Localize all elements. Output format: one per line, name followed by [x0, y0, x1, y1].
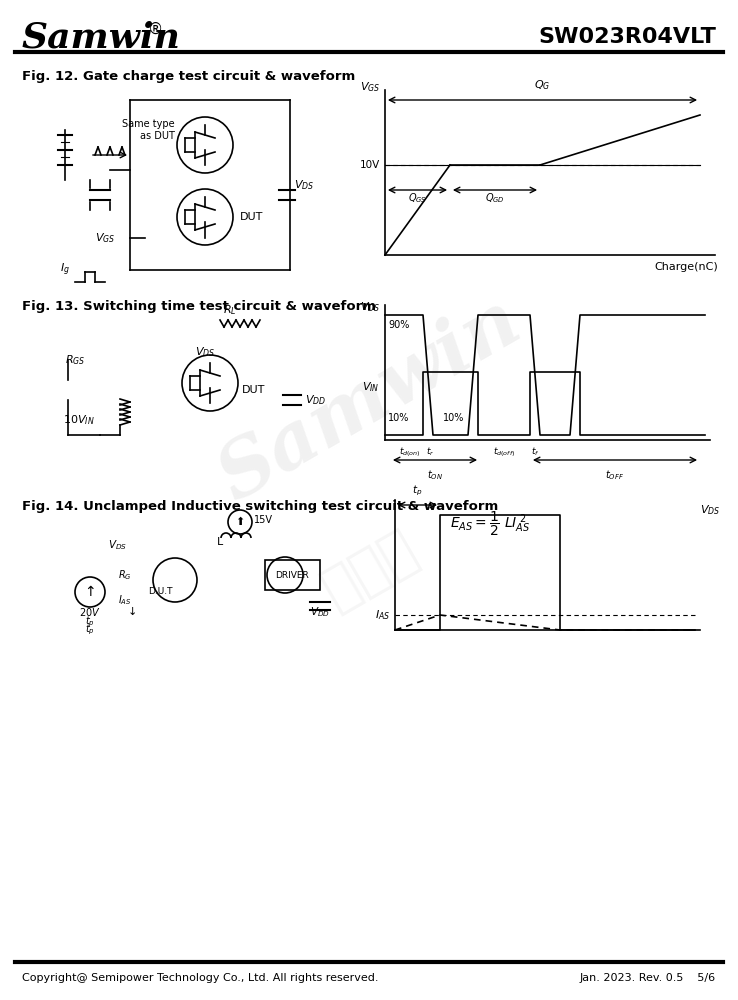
Text: $t_f$: $t_f$: [531, 445, 539, 458]
Text: $V_{GS}$: $V_{GS}$: [95, 231, 115, 245]
Text: $Q_G$: $Q_G$: [534, 78, 551, 92]
Text: $V_{DD}$: $V_{DD}$: [305, 393, 326, 407]
Text: Fig. 13. Switching time test circuit & waveform: Fig. 13. Switching time test circuit & w…: [22, 300, 376, 313]
Text: $V_{DS}$: $V_{DS}$: [195, 345, 215, 359]
Text: $V_{DS}$: $V_{DS}$: [108, 538, 127, 552]
Text: DUT: DUT: [240, 212, 263, 222]
Text: $t_{d(off)}$: $t_{d(off)}$: [493, 445, 515, 459]
Text: $I_{AS}$: $I_{AS}$: [375, 608, 390, 622]
Text: $t_{ON}$: $t_{ON}$: [427, 468, 443, 482]
Text: D.U.T: D.U.T: [148, 587, 172, 596]
Text: $V_{IN}$: $V_{IN}$: [362, 380, 380, 394]
Text: $R_G$: $R_G$: [118, 568, 131, 582]
Text: $t_p$: $t_p$: [85, 615, 95, 629]
Text: Copyright@ Semipower Technology Co., Ltd. All rights reserved.: Copyright@ Semipower Technology Co., Ltd…: [22, 973, 379, 983]
Text: Same type
as DUT: Same type as DUT: [123, 119, 175, 141]
Text: Jan. 2023. Rev. 0.5    5/6: Jan. 2023. Rev. 0.5 5/6: [580, 973, 716, 983]
Text: $V_{DS}$: $V_{DS}$: [359, 300, 380, 314]
Text: Samwin: Samwin: [22, 20, 181, 54]
Text: DUT: DUT: [242, 385, 266, 395]
Text: $Q_{GS}$: $Q_{GS}$: [408, 191, 427, 205]
Text: $R_{GS}$: $R_{GS}$: [65, 353, 86, 367]
Text: $E_{AS} = \dfrac{1}{2}\ L I_{AS}^{\ 2}$: $E_{AS} = \dfrac{1}{2}\ L I_{AS}^{\ 2}$: [449, 510, 530, 538]
Text: Charge(nC): Charge(nC): [655, 262, 718, 272]
Text: Fig. 14. Unclamped Inductive switching test circuit & waveform: Fig. 14. Unclamped Inductive switching t…: [22, 500, 498, 513]
Text: $t_p$: $t_p$: [412, 484, 422, 498]
Text: $V_{DS}$: $V_{DS}$: [294, 178, 314, 192]
Text: $10V_{IN}$: $10V_{IN}$: [63, 413, 94, 427]
Text: 10%: 10%: [388, 413, 410, 423]
Text: $V_{DS}$: $V_{DS}$: [700, 503, 720, 517]
Text: L: L: [217, 537, 223, 547]
Text: ↑: ↑: [84, 585, 96, 599]
Text: $Q_{GD}$: $Q_{GD}$: [485, 191, 505, 205]
Text: $I_{AS}$: $I_{AS}$: [118, 593, 131, 607]
Text: $I_g$: $I_g$: [60, 262, 70, 278]
Text: ®: ®: [148, 21, 163, 36]
Text: 10%: 10%: [443, 413, 464, 423]
Text: SW023R04VLT: SW023R04VLT: [538, 27, 716, 47]
Text: ↓: ↓: [128, 607, 137, 617]
Text: 分部件: 分部件: [314, 522, 427, 618]
Text: $t_p$: $t_p$: [85, 623, 95, 637]
Text: $R_L$: $R_L$: [223, 303, 237, 317]
Text: 15V: 15V: [254, 515, 273, 525]
Text: $V_{GS}$: $V_{GS}$: [359, 80, 380, 94]
Text: ⬆: ⬆: [235, 517, 245, 527]
Text: $t_{OFF}$: $t_{OFF}$: [605, 468, 624, 482]
Text: $t_{d(on)}$: $t_{d(on)}$: [399, 445, 421, 459]
Text: 10V: 10V: [359, 160, 380, 170]
Text: 90%: 90%: [388, 320, 410, 330]
Text: $t_r$: $t_r$: [426, 445, 434, 458]
Text: Samwin: Samwin: [206, 284, 534, 516]
Text: DRIVER: DRIVER: [275, 570, 309, 580]
Text: $V_{DD}$: $V_{DD}$: [310, 605, 330, 619]
Text: $20V$: $20V$: [79, 606, 101, 618]
Text: Fig. 12. Gate charge test circuit & waveform: Fig. 12. Gate charge test circuit & wave…: [22, 70, 355, 83]
